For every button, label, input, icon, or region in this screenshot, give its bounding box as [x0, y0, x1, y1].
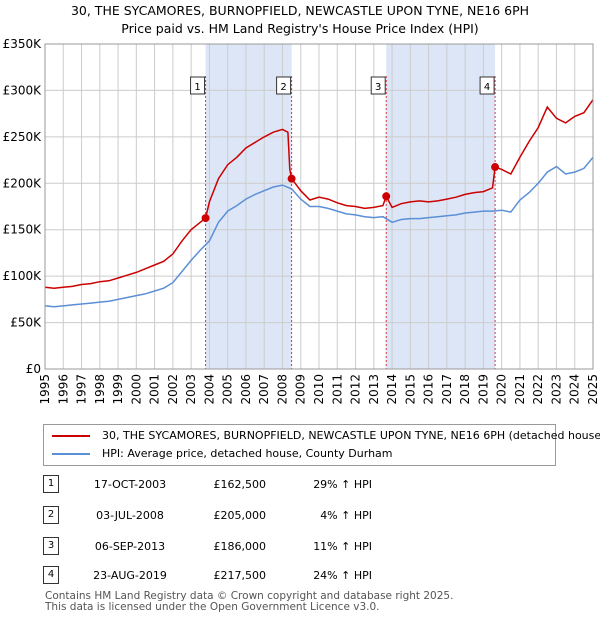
x-tick-label: 2008 [275, 374, 289, 405]
x-tick-label: 2006 [239, 374, 253, 405]
transaction-date: 06-SEP-2013 [94, 540, 166, 553]
x-tick-label: 1997 [75, 374, 89, 405]
x-tick-label: 2016 [422, 374, 436, 405]
x-tick-label: 2004 [202, 374, 216, 405]
transaction-hpi: 24% ↑ HPI [313, 569, 372, 582]
x-tick-label: 2012 [349, 374, 363, 405]
transaction-price: £162,500 [213, 478, 267, 491]
sale-point [382, 192, 391, 201]
transaction-date: 03-JUL-2008 [96, 509, 164, 522]
x-tick-label: 1998 [93, 374, 107, 405]
sale-marker-box-frame [276, 76, 292, 95]
sale-marker-box-frame [370, 76, 386, 95]
x-tick-label: 1999 [111, 374, 125, 405]
transaction-hpi: 29% ↑ HPI [313, 478, 372, 491]
chart-title: 30, THE SYCAMORES, BURNOPFIELD, NEWCASTL… [70, 3, 530, 18]
x-tick-label: 2019 [476, 374, 490, 405]
sale-point [491, 163, 500, 172]
sale-point [287, 174, 296, 183]
sale-marker-box: 1 [190, 76, 206, 95]
x-tick-label: 2001 [148, 374, 162, 405]
y-tick-label: £0 [26, 362, 41, 376]
sale-marker-label: 3 [375, 82, 381, 93]
transaction-date: 17-OCT-2003 [93, 478, 167, 491]
table-row: 1 17-OCT-2003 £162,500 29% ↑ HPI [0, 475, 600, 495]
y-tick-label: £200K [3, 176, 43, 190]
x-tick-label: 2007 [257, 374, 271, 405]
transaction-price: £186,000 [213, 540, 267, 553]
y-tick-label: £100K [3, 269, 43, 283]
x-tick-label: 2023 [549, 374, 563, 405]
sale-marker-label: 4 [484, 82, 490, 93]
transaction-hpi: 4% ↑ HPI [320, 509, 372, 522]
legend-label-property: 30, THE SYCAMORES, BURNOPFIELD, NEWCASTL… [102, 429, 600, 442]
legend: 30, THE SYCAMORES, BURNOPFIELD, NEWCASTL… [43, 424, 600, 466]
transaction-date: 23-AUG-2019 [93, 569, 167, 582]
x-tick-label: 1995 [38, 374, 52, 405]
y-tick-label: £300K [3, 83, 43, 97]
x-tick-label: 2000 [129, 374, 143, 405]
y-tick-label: £250K [3, 130, 43, 144]
table-row: 2 03-JUL-2008 £205,000 4% ↑ HPI [0, 506, 600, 526]
plot-border [44, 43, 594, 370]
sale-point [201, 214, 210, 223]
sale-marker-box-frame [479, 76, 495, 95]
legend-swatch-property [52, 435, 90, 437]
legend-label-hpi: HPI: Average price, detached house, Coun… [102, 447, 393, 460]
x-tick-label: 2002 [166, 374, 180, 405]
sale-marker-box: 3 [370, 76, 386, 95]
shaded-period [205, 44, 292, 369]
chart-subtitle: Price paid vs. HM Land Registry's House … [121, 21, 479, 36]
transaction-hpi: 11% ↑ HPI [313, 540, 372, 553]
hpi-line [44, 156, 594, 308]
x-tick-label: 2003 [184, 374, 198, 405]
x-tick-label: 2022 [531, 374, 545, 405]
transaction-number: 4 [43, 566, 59, 584]
x-tick-label: 2014 [385, 374, 399, 405]
footer-copyright: Contains HM Land Registry data © Crown c… [45, 590, 454, 602]
table-row: 3 06-SEP-2013 £186,000 11% ↑ HPI [0, 537, 600, 557]
x-tick-label: 2010 [312, 374, 326, 405]
shaded-period [386, 44, 496, 369]
sale-marker-label: 2 [280, 82, 286, 93]
x-tick-label: 2020 [495, 374, 509, 405]
sale-marker-box: 4 [479, 76, 495, 95]
transaction-price: £217,500 [213, 569, 267, 582]
y-tick-label: £350K [3, 37, 43, 51]
sale-marker-box: 2 [276, 76, 292, 95]
transaction-number: 2 [43, 506, 59, 524]
x-tick-label: 2011 [330, 374, 344, 405]
x-tick-label: 2021 [513, 374, 527, 405]
y-tick-label: £150K [3, 223, 43, 237]
x-tick-label: 2017 [440, 374, 454, 405]
transaction-price: £205,000 [213, 509, 267, 522]
y-tick-label: £50K [10, 316, 42, 330]
x-tick-label: 2005 [221, 374, 235, 405]
table-row: 4 23-AUG-2019 £217,500 24% ↑ HPI [0, 566, 600, 586]
footer-license: This data is licensed under the Open Gov… [45, 601, 380, 613]
x-tick-label: 2025 [586, 374, 600, 405]
x-tick-label: 2018 [458, 374, 472, 405]
legend-swatch-hpi [52, 453, 90, 455]
x-tick-label: 2024 [568, 374, 582, 405]
transaction-number: 1 [43, 475, 59, 493]
x-tick-label: 1996 [56, 374, 70, 405]
sale-marker-box-frame [190, 76, 206, 95]
price-chart: £0 £50K £100K £150K £200K £250K £300K £350K 1995… [3, 37, 600, 405]
transaction-number: 3 [43, 537, 59, 555]
x-tick-label: 2013 [367, 374, 381, 405]
x-tick-label: 2009 [294, 374, 308, 405]
sale-marker-label: 1 [194, 82, 200, 93]
x-tick-label: 2015 [403, 374, 417, 405]
